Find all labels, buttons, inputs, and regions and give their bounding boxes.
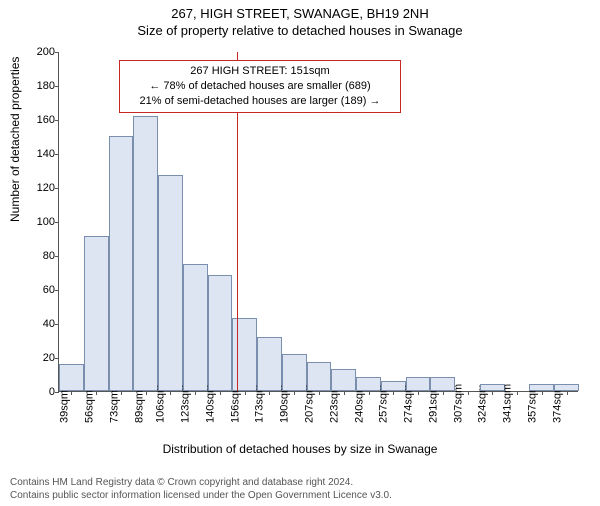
x-tick-label: 73sqm <box>108 390 120 423</box>
histogram-bar <box>257 337 282 391</box>
histogram-bar <box>331 369 356 391</box>
x-tick-mark <box>542 391 543 395</box>
x-tick-mark <box>294 391 295 395</box>
y-tick-mark <box>55 120 59 121</box>
x-tick-mark <box>269 391 270 395</box>
page-title-line1: 267, HIGH STREET, SWANAGE, BH19 2NH <box>0 6 600 21</box>
x-tick-mark <box>468 391 469 395</box>
x-tick-label: 307sqm <box>452 384 464 423</box>
y-axis-label: Number of detached properties <box>8 57 22 222</box>
x-tick-label: 341sqm <box>502 384 514 423</box>
plot-region: 02040608010012014016018020039sqm56sqm73s… <box>58 52 578 392</box>
y-tick-label: 40 <box>21 318 55 330</box>
y-tick-label: 80 <box>21 250 55 262</box>
x-axis-label: Distribution of detached houses by size … <box>0 442 600 456</box>
y-tick-label: 160 <box>21 114 55 126</box>
histogram-bar <box>183 264 208 392</box>
y-tick-mark <box>55 52 59 53</box>
histogram-bar <box>84 236 109 391</box>
x-tick-mark <box>418 391 419 395</box>
y-tick-label: 60 <box>21 284 55 296</box>
annotation-line2: ← 78% of detached houses are smaller (68… <box>126 79 394 94</box>
y-tick-label: 20 <box>21 352 55 364</box>
page-title-line2: Size of property relative to detached ho… <box>0 23 600 38</box>
x-tick-mark <box>220 391 221 395</box>
histogram-bar <box>208 275 233 391</box>
y-tick-mark <box>55 358 59 359</box>
y-tick-mark <box>55 188 59 189</box>
y-tick-mark <box>55 256 59 257</box>
x-tick-mark <box>170 391 171 395</box>
x-tick-mark <box>393 391 394 395</box>
x-tick-label: 56sqm <box>84 390 96 423</box>
y-tick-label: 180 <box>21 80 55 92</box>
x-tick-mark <box>245 391 246 395</box>
histogram-bar <box>158 175 183 391</box>
chart-area: 02040608010012014016018020039sqm56sqm73s… <box>58 52 578 392</box>
annotation-box: 267 HIGH STREET: 151sqm← 78% of detached… <box>119 60 401 113</box>
x-tick-mark <box>567 391 568 395</box>
x-tick-mark <box>492 391 493 395</box>
annotation-line1: 267 HIGH STREET: 151sqm <box>126 64 394 79</box>
y-tick-mark <box>55 324 59 325</box>
x-tick-mark <box>319 391 320 395</box>
y-tick-label: 200 <box>21 46 55 58</box>
footer-line2: Contains public sector information licen… <box>10 489 392 502</box>
y-tick-label: 0 <box>21 386 55 398</box>
histogram-bar <box>554 384 579 391</box>
histogram-bar <box>133 116 158 391</box>
x-tick-mark <box>96 391 97 395</box>
y-tick-mark <box>55 222 59 223</box>
histogram-bar <box>109 136 134 391</box>
y-tick-label: 120 <box>21 182 55 194</box>
y-tick-label: 140 <box>21 148 55 160</box>
x-tick-mark <box>443 391 444 395</box>
x-tick-mark <box>71 391 72 395</box>
histogram-bar <box>59 364 84 391</box>
y-tick-mark <box>55 86 59 87</box>
footer-attribution: Contains HM Land Registry data © Crown c… <box>10 476 392 502</box>
x-tick-mark <box>121 391 122 395</box>
footer-line1: Contains HM Land Registry data © Crown c… <box>10 476 392 489</box>
x-tick-mark <box>517 391 518 395</box>
x-tick-label: 39sqm <box>59 390 71 423</box>
x-tick-mark <box>344 391 345 395</box>
y-tick-label: 100 <box>21 216 55 228</box>
x-tick-mark <box>369 391 370 395</box>
y-tick-mark <box>55 290 59 291</box>
annotation-line3: 21% of semi-detached houses are larger (… <box>126 94 394 109</box>
x-tick-label: 89sqm <box>133 390 145 423</box>
y-tick-mark <box>55 154 59 155</box>
x-tick-mark <box>146 391 147 395</box>
x-tick-mark <box>195 391 196 395</box>
